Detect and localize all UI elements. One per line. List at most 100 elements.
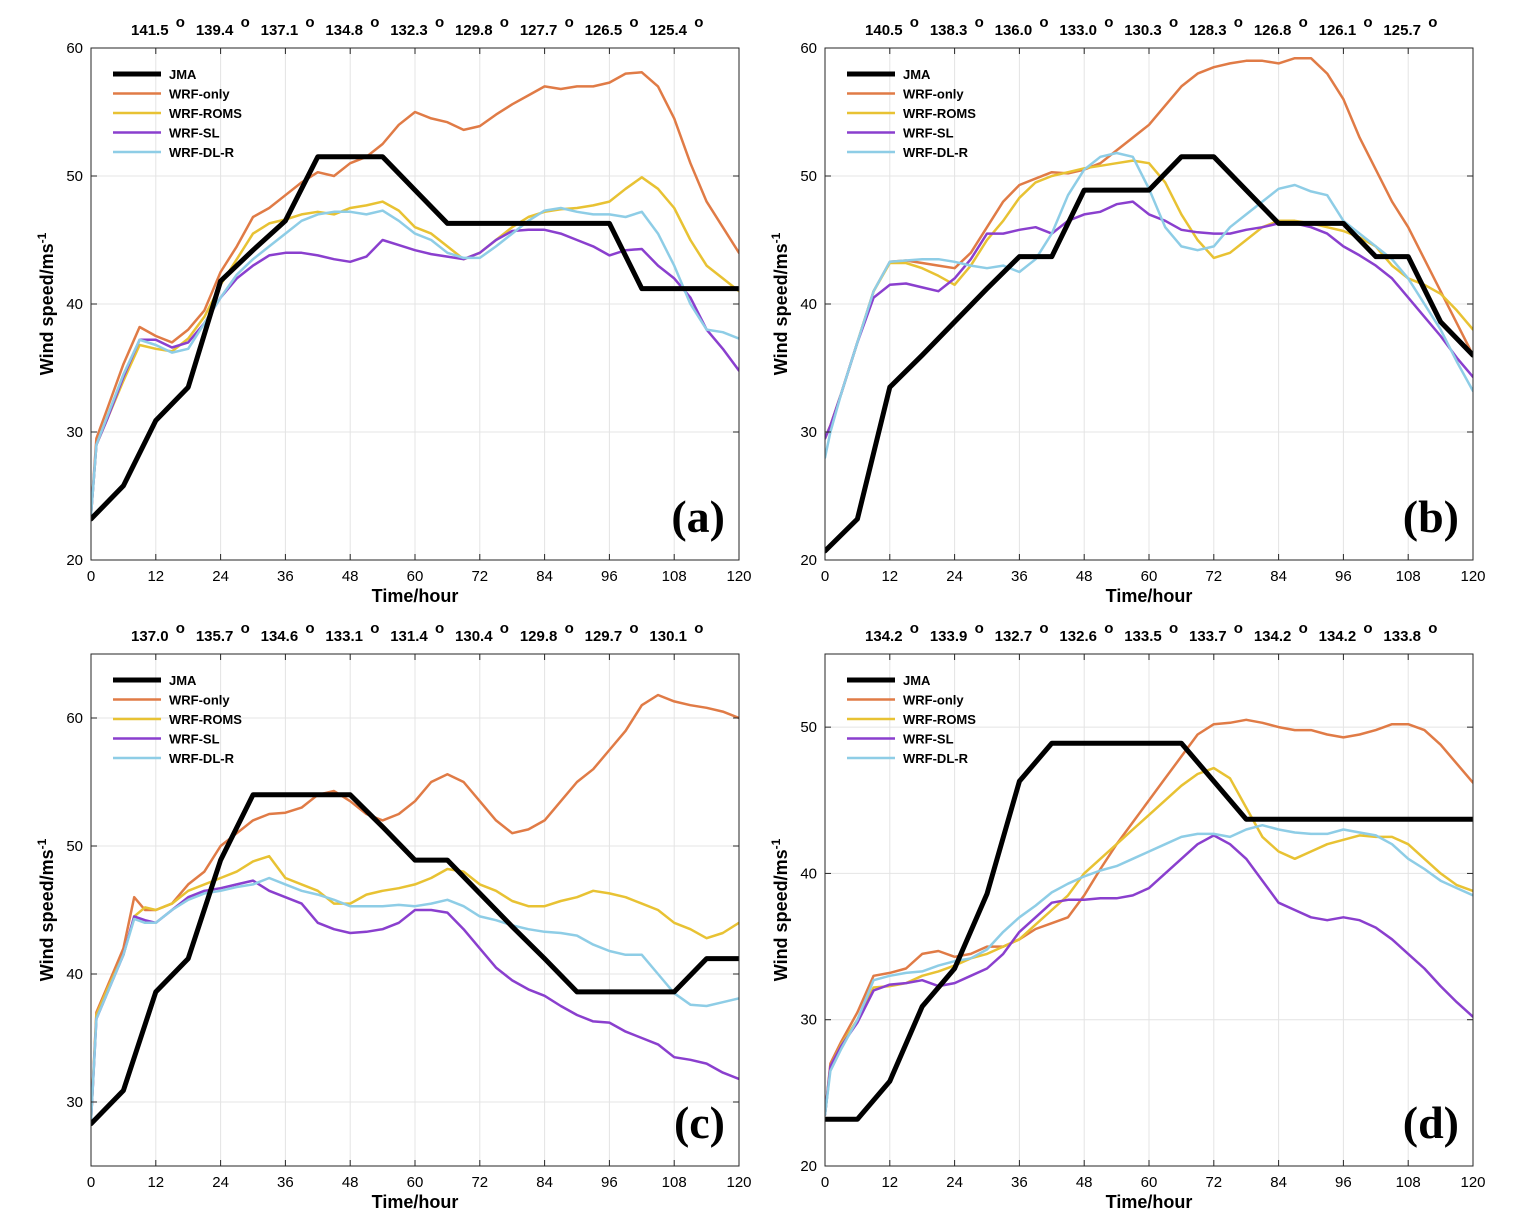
series-line-wrf-dl-r — [825, 823, 1473, 1117]
legend: JMA WRF-only WRF-ROMS WRF-SL WRF-DL-R — [113, 67, 242, 160]
longitude-label: 136.0 — [995, 22, 1033, 39]
longitude-label: 134.2 — [1254, 628, 1292, 645]
chart-panel-c: 0 12 24 36 48 60 72 84 96 108 120 30 40 50 60 137.0 o 135… — [35, 620, 752, 1212]
y-tick-label: 40 — [800, 296, 817, 313]
x-tick-label: 12 — [881, 568, 898, 585]
degree-symbol: o — [910, 620, 919, 637]
degree-symbol: o — [1104, 14, 1113, 31]
longitude-label: 127.7 — [520, 22, 558, 39]
degree-symbol: o — [565, 620, 574, 637]
x-tick-label: 108 — [662, 1174, 687, 1191]
legend-entry: WRF-ROMS — [169, 106, 242, 121]
y-axis-label: Wind speed/ms-1 — [35, 232, 57, 375]
y-tick-label: 20 — [800, 552, 817, 569]
longitude-label: 128.3 — [1189, 22, 1227, 39]
longitude-label: 134.2 — [1319, 628, 1357, 645]
x-tick-label: 12 — [147, 1174, 164, 1191]
y-axis-label: Wind speed/ms-1 — [769, 232, 791, 375]
legend-entry: JMA — [903, 67, 931, 82]
y-tick-label: 60 — [800, 40, 817, 57]
x-tick-label: 24 — [946, 1174, 963, 1191]
series-lines — [91, 693, 739, 1127]
series-line-wrf-only — [825, 718, 1473, 1117]
y-tick-label: 50 — [66, 168, 83, 185]
x-tick-label: 36 — [277, 568, 294, 585]
series-line-wrf-sl — [825, 200, 1473, 440]
x-axis-label: Time/hour — [1106, 586, 1193, 606]
degree-symbol: o — [910, 14, 919, 31]
x-tick-label: 12 — [147, 568, 164, 585]
x-tick-label: 84 — [536, 1174, 553, 1191]
x-tick-label: 24 — [212, 568, 229, 585]
legend-entry: WRF-only — [169, 87, 230, 102]
x-tick-label: 36 — [277, 1174, 294, 1191]
longitude-label: 126.1 — [1319, 22, 1357, 39]
series-line-wrf-only — [91, 71, 739, 517]
longitude-label: 126.8 — [1254, 22, 1292, 39]
series-line-wrf-dl-r — [825, 151, 1473, 459]
panel-label: (c) — [674, 1097, 725, 1148]
legend-entry: WRF-DL-R — [903, 145, 969, 160]
series-lines — [825, 56, 1473, 554]
series-line-wrf-only — [825, 56, 1473, 440]
panel-label: (b) — [1403, 491, 1459, 542]
y-axis-label-main: Wind speed/ms — [37, 243, 57, 375]
longitude-label: 134.6 — [261, 628, 299, 645]
y-axis-label-superscript: -1 — [35, 838, 49, 849]
legend-entry: WRF-ROMS — [903, 712, 976, 727]
y-tick-label: 40 — [800, 865, 817, 882]
degree-symbol: o — [1428, 14, 1437, 31]
longitude-label: 126.5 — [585, 22, 623, 39]
longitude-label: 129.8 — [520, 628, 558, 645]
x-axis-label: Time/hour — [372, 586, 459, 606]
series-lines — [91, 71, 739, 522]
x-tick-label: 0 — [87, 568, 95, 585]
longitude-label: 133.8 — [1383, 628, 1421, 645]
degree-symbol: o — [629, 620, 638, 637]
degree-symbol: o — [241, 14, 250, 31]
x-tick-label: 120 — [1460, 1174, 1485, 1191]
x-tick-label: 108 — [1396, 1174, 1421, 1191]
longitude-label: 134.2 — [865, 628, 903, 645]
longitude-label: 137.1 — [261, 22, 299, 39]
series-line-jma — [825, 740, 1473, 1122]
longitude-label: 133.5 — [1124, 628, 1162, 645]
longitude-label: 139.4 — [196, 22, 234, 39]
x-tick-label: 0 — [821, 568, 829, 585]
x-tick-label: 72 — [1205, 568, 1222, 585]
x-tick-label: 108 — [662, 568, 687, 585]
degree-symbol: o — [305, 620, 314, 637]
legend-entry: WRF-SL — [169, 732, 220, 747]
x-tick-label: 72 — [1205, 1174, 1222, 1191]
longitude-label: 129.7 — [585, 628, 623, 645]
x-tick-label: 24 — [212, 1174, 229, 1191]
legend: JMA WRF-only WRF-ROMS WRF-SL WRF-DL-R — [847, 673, 976, 766]
legend: JMA WRF-only WRF-ROMS WRF-SL WRF-DL-R — [847, 67, 976, 160]
y-tick-label: 30 — [800, 424, 817, 441]
y-tick-label: 60 — [66, 40, 83, 57]
longitude-label: 140.5 — [865, 22, 903, 39]
longitude-label: 137.0 — [131, 628, 169, 645]
longitude-label: 132.7 — [995, 628, 1033, 645]
y-tick-label: 20 — [800, 1158, 817, 1175]
longitude-label: 132.3 — [390, 22, 428, 39]
y-axis-label-main: Wind speed/ms — [771, 243, 791, 375]
y-tick-label: 50 — [66, 838, 83, 855]
y-axis-label-superscript: -1 — [35, 232, 49, 243]
x-tick-label: 84 — [1270, 1174, 1287, 1191]
y-tick-label: 40 — [66, 296, 83, 313]
x-tick-label: 0 — [87, 1174, 95, 1191]
legend-entry: JMA — [169, 67, 197, 82]
longitude-label: 135.7 — [196, 628, 234, 645]
degree-symbol: o — [305, 14, 314, 31]
x-tick-label: 60 — [1141, 568, 1158, 585]
degree-symbol: o — [500, 14, 509, 31]
series-line-wrf-roms — [825, 159, 1473, 440]
series-line-wrf-roms — [91, 176, 739, 517]
y-tick-label: 30 — [66, 424, 83, 441]
x-tick-label: 84 — [1270, 568, 1287, 585]
degree-symbol: o — [694, 620, 703, 637]
degree-symbol: o — [1169, 14, 1178, 31]
legend-entry: WRF-DL-R — [169, 145, 235, 160]
